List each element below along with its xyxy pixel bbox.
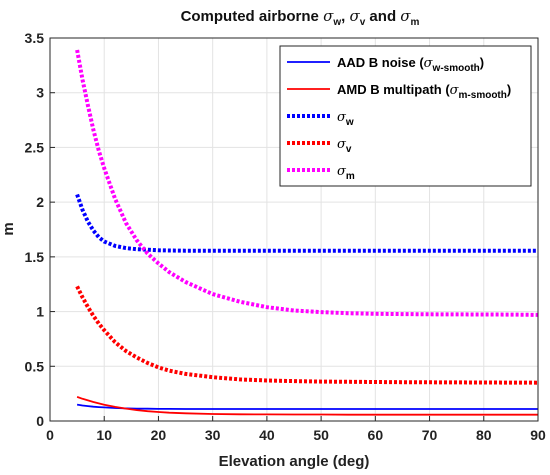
legend-entry-4: σm bbox=[337, 164, 355, 182]
x-tick-label: 0 bbox=[46, 427, 54, 443]
y-tick-label: 2.5 bbox=[25, 139, 45, 155]
legend-box bbox=[279, 45, 532, 187]
legend-entry-1: AMD B multipath (σm-smooth) bbox=[337, 82, 511, 101]
axis-ticks: 0 10 20 30 40 50 60 70 80 90 0 0.5 1 1.5 2 2.5 3 3.5 bbox=[25, 30, 546, 443]
y-tick-label: 3.5 bbox=[25, 30, 45, 46]
y-axis-label: m bbox=[0, 222, 17, 235]
legend-entry-2: σw bbox=[337, 110, 354, 128]
legend: AAD B noise (σw-smooth) AMD B multipath (… bbox=[279, 45, 532, 187]
chart-title: Computed airborne σw, σv and σm bbox=[181, 7, 420, 28]
series-line-1 bbox=[76, 396, 538, 416]
series-line-0 bbox=[76, 403, 538, 410]
y-tick-label: 0 bbox=[36, 413, 44, 429]
x-axis-label: Elevation angle (deg) bbox=[219, 453, 370, 470]
legend-entry-0: AAD B noise (σw-smooth) bbox=[337, 55, 484, 74]
series-line-2 bbox=[75, 193, 538, 253]
series-line-4 bbox=[75, 49, 539, 317]
y-tick-label: 3 bbox=[36, 85, 44, 101]
series-lines bbox=[75, 49, 539, 416]
series-line-3 bbox=[75, 285, 539, 385]
x-tick-label: 80 bbox=[476, 427, 492, 443]
x-tick-label: 20 bbox=[151, 427, 167, 443]
y-tick-label: 2 bbox=[36, 194, 44, 210]
x-tick-label: 90 bbox=[530, 427, 546, 443]
plot-frame bbox=[49, 37, 539, 422]
x-tick-label: 50 bbox=[313, 427, 329, 443]
x-tick-label: 60 bbox=[368, 427, 384, 443]
legend-entry-3: σv bbox=[337, 137, 352, 155]
y-tick-label: 1 bbox=[36, 304, 44, 320]
y-tick-label: 0.5 bbox=[25, 358, 45, 374]
x-tick-label: 10 bbox=[96, 427, 112, 443]
y-tick-label: 1.5 bbox=[25, 249, 45, 265]
x-tick-label: 70 bbox=[422, 427, 438, 443]
x-tick-label: 40 bbox=[259, 427, 275, 443]
x-tick-label: 30 bbox=[205, 427, 221, 443]
